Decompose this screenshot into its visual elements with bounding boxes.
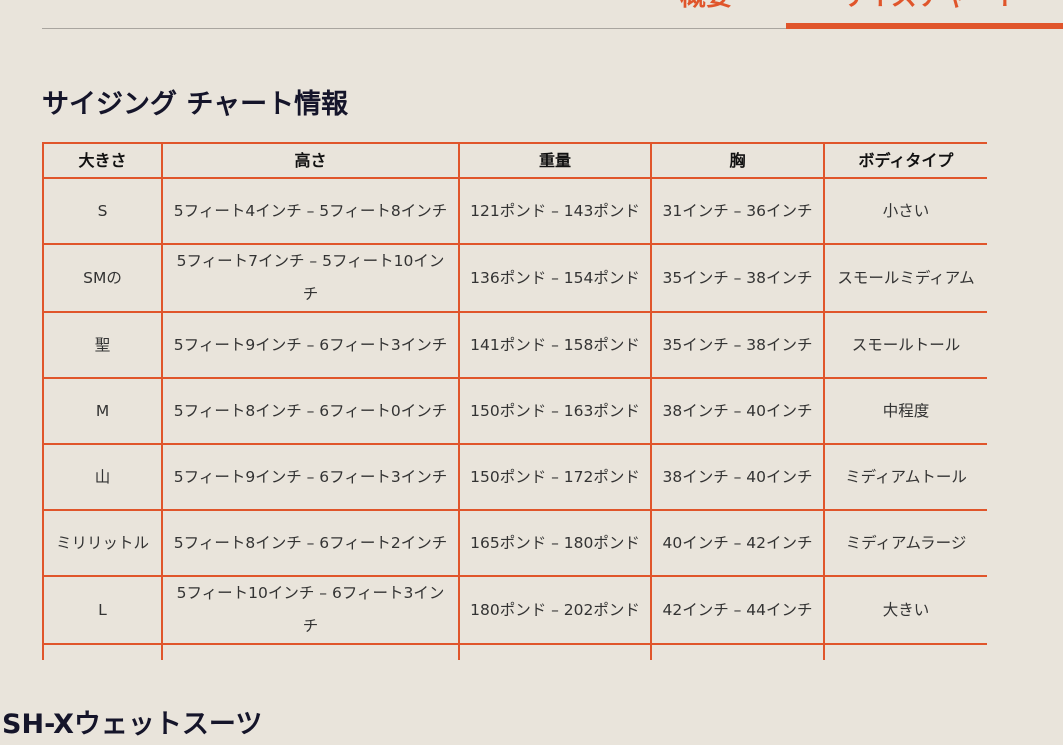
size-chart-table: 大きさ 高さ 重量胸ボディタイプ S 5フィート4インチ – 5フィート8インチ 121… <box>42 142 987 660</box>
table-row: 山 5フィート9インチ – 6フィート3インチ 150ポンド – 172ポンド 38イ… <box>42 443 987 511</box>
table-cell: 136ポンド – 154ポンド <box>458 243 652 313</box>
tab-divider <box>42 28 787 29</box>
column-header: 大きさ <box>42 142 163 179</box>
active-tab-indicator <box>786 23 1063 29</box>
table-cell: 5フィート8インチ – 6フィート0インチ <box>161 377 460 445</box>
table-cell: スモールトール <box>823 311 987 379</box>
table-cell: 38インチ – 40インチ <box>650 377 825 445</box>
table-cell <box>42 643 163 660</box>
table-cell: M <box>42 377 163 445</box>
table-cell: 5フィート9インチ – 6フィート3インチ <box>161 443 460 511</box>
table-row: SMの 5フィート7インチ – 5フィート10インチ 136ポンド – 154ポンド… <box>42 243 987 313</box>
table-cell: ミリリットル <box>42 509 163 577</box>
column-header: 重量 <box>458 142 652 179</box>
table-cell: 5フィート7インチ – 5フィート10インチ <box>161 243 460 313</box>
table-cell: 山 <box>42 443 163 511</box>
table-cell <box>823 643 987 660</box>
table-cell: L <box>42 575 163 645</box>
table-cell: 150ポンド – 172ポンド <box>458 443 652 511</box>
table-header-row: 大きさ 高さ 重量胸ボディタイプ <box>42 142 987 179</box>
table-cell: 38インチ – 40インチ <box>650 443 825 511</box>
tab-overview[interactable]: 概要 <box>680 0 732 13</box>
table-cell: スモールミディアム <box>823 243 987 313</box>
table-cell: 35インチ – 38インチ <box>650 243 825 313</box>
table-cell: 5フィート4インチ – 5フィート8インチ <box>161 177 460 245</box>
table-cell: 141ポンド – 158ポンド <box>458 311 652 379</box>
table-cell: 5フィート9インチ – 6フィート3インチ <box>161 311 460 379</box>
table-row: 聖 5フィート9インチ – 6フィート3インチ 141ポンド – 158ポンド 35イ… <box>42 311 987 379</box>
table-row <box>42 643 987 660</box>
table-row: L 5フィート10インチ – 6フィート3インチ 180ポンド – 202ポンド 42… <box>42 575 987 645</box>
table-cell: 中程度 <box>823 377 987 445</box>
table-cell: 180ポンド – 202ポンド <box>458 575 652 645</box>
tab-size-chart[interactable]: サイズチャート <box>840 0 1021 13</box>
table-cell: 聖 <box>42 311 163 379</box>
table-cell <box>650 643 825 660</box>
table-cell: ミディアムトール <box>823 443 987 511</box>
table-cell: 5フィート8インチ – 6フィート2インチ <box>161 509 460 577</box>
table-row: ミリリットル 5フィート8インチ – 6フィート2インチ 165ポンド – 180ポ… <box>42 509 987 577</box>
section-title: サイジング チャート情報 <box>42 89 349 120</box>
table-cell: 大きい <box>823 575 987 645</box>
column-header: 胸 <box>650 142 825 179</box>
table-cell <box>161 643 460 660</box>
table-cell: 35インチ – 38インチ <box>650 311 825 379</box>
table-cell: 小さい <box>823 177 987 245</box>
table-cell <box>458 643 652 660</box>
table-row: S 5フィート4インチ – 5フィート8インチ 121ポンド – 143ポンド 31イ… <box>42 177 987 245</box>
table-cell: 42インチ – 44インチ <box>650 575 825 645</box>
table-cell: S <box>42 177 163 245</box>
column-header: 高さ <box>161 142 460 179</box>
table-cell: 121ポンド – 143ポンド <box>458 177 652 245</box>
table-cell: 165ポンド – 180ポンド <box>458 509 652 577</box>
table-cell: 5フィート10インチ – 6フィート3インチ <box>161 575 460 645</box>
next-section-heading: JSH-Xウェットスーツ <box>0 709 263 740</box>
table-cell: SMの <box>42 243 163 313</box>
table-row: M 5フィート8インチ – 6フィート0インチ 150ポンド – 163ポンド 38イ… <box>42 377 987 445</box>
table-cell: 40インチ – 42インチ <box>650 509 825 577</box>
table-cell: 150ポンド – 163ポンド <box>458 377 652 445</box>
table-cell: ミディアムラージ <box>823 509 987 577</box>
column-header: ボディタイプ <box>823 142 987 179</box>
table-cell: 31インチ – 36インチ <box>650 177 825 245</box>
